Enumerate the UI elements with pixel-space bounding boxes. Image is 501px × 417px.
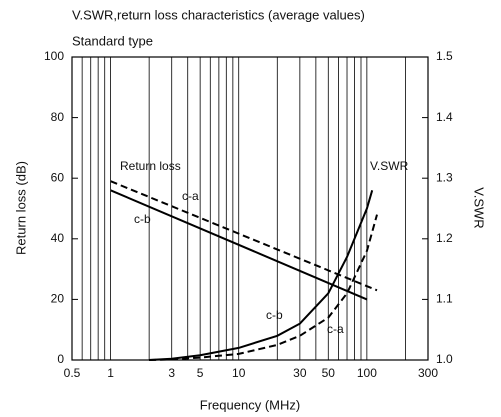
y2-tick-label: 1.3 <box>436 170 453 184</box>
x-tick-label: 10 <box>232 366 246 380</box>
y2-tick-label: 1.1 <box>436 292 453 306</box>
x-axis-label: Frequency (MHz) <box>200 397 300 412</box>
series-line <box>110 180 378 292</box>
y-tick-label: 60 <box>51 170 65 184</box>
x-tick-label: 3 <box>168 366 175 380</box>
x-tick-label: 0.5 <box>64 366 81 380</box>
x-tick-label: 50 <box>322 366 336 380</box>
y2-axis-label: V.SWR <box>472 187 487 228</box>
chart-title: V.SWR,return loss characteristics (avera… <box>72 7 365 22</box>
x-tick-label: 30 <box>293 366 307 380</box>
series-label: c-a <box>327 322 344 336</box>
y-tick-label: 20 <box>51 292 65 306</box>
y-tick-label: 100 <box>44 49 64 63</box>
y-tick-label: 40 <box>51 231 65 245</box>
annotation: Return loss <box>120 159 181 173</box>
y2-tick-label: 1.2 <box>436 231 453 245</box>
y-tick-label: 0 <box>57 352 64 366</box>
y2-tick-label: 1.4 <box>436 110 453 124</box>
x-tick-label: 5 <box>197 366 204 380</box>
series-label: c-b <box>134 212 151 226</box>
x-tick-label: 300 <box>418 366 438 380</box>
x-tick-label: 1 <box>107 366 114 380</box>
x-tick-label: 100 <box>357 366 377 380</box>
series-label: c-a <box>182 189 199 203</box>
y-tick-label: 80 <box>51 110 65 124</box>
y2-tick-label: 1.5 <box>436 49 453 63</box>
series-line <box>149 214 378 361</box>
series-line <box>149 190 374 361</box>
plot-frame <box>71 56 429 361</box>
series-line <box>110 189 368 301</box>
y2-tick-label: 1.0 <box>436 352 453 366</box>
annotation: V.SWR <box>370 159 409 173</box>
series-label: c-b <box>266 308 283 322</box>
chart-subtitle: Standard type <box>72 33 153 48</box>
y-axis-label: Return loss (dB) <box>13 161 28 255</box>
